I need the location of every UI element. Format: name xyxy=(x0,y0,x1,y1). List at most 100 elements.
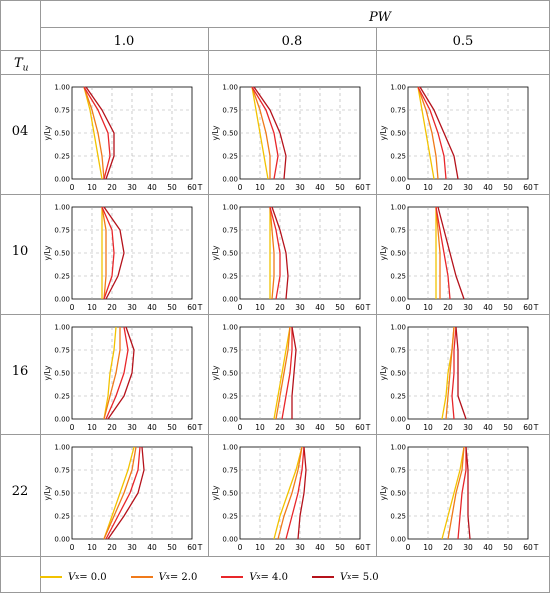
x-tick-label: 40 xyxy=(483,543,493,552)
tu-row-4: 22 xyxy=(11,484,29,499)
x-tick-label: 30 xyxy=(463,543,473,552)
x-tick-label: 20 xyxy=(107,423,117,432)
y-tick-label: 1.00 xyxy=(390,324,406,332)
x-tick-label: 20 xyxy=(443,183,453,192)
y-tick-label: 0.25 xyxy=(54,273,70,281)
series-line xyxy=(103,327,121,420)
x-tick-label: 20 xyxy=(443,303,453,312)
x-tick-label: 50 xyxy=(503,183,513,192)
series-line xyxy=(447,446,465,540)
y-tick-label: 1.00 xyxy=(222,324,238,332)
y-axis-label: y/Ly xyxy=(43,365,52,380)
x-tick-label: 20 xyxy=(107,303,117,312)
x-tick-label: 50 xyxy=(503,543,513,552)
y-tick-label: 0.25 xyxy=(222,513,238,521)
x-axis-label: T xyxy=(197,423,203,432)
x-tick-label: 50 xyxy=(167,543,177,552)
legend-value: = 5.0 xyxy=(351,571,379,583)
legend-var: V xyxy=(339,571,348,583)
y-tick-label: 0.75 xyxy=(390,107,406,115)
series-line xyxy=(273,446,303,540)
rule xyxy=(0,50,550,51)
y-tick-label: 0.50 xyxy=(390,490,406,498)
legend-sub: x xyxy=(75,573,80,581)
x-tick-label: 60 xyxy=(355,183,365,192)
y-tick-label: 0.75 xyxy=(222,467,238,475)
y-axis-label: y/Ly xyxy=(211,245,220,260)
series-line xyxy=(103,326,117,420)
x-tick-label: 20 xyxy=(275,543,285,552)
rule xyxy=(0,194,550,195)
series-line xyxy=(437,206,465,300)
x-tick-label: 50 xyxy=(503,423,513,432)
y-tick-label: 1.00 xyxy=(222,84,238,92)
x-tick-label: 0 xyxy=(406,543,411,552)
y-tick-label: 0.00 xyxy=(54,416,70,424)
legend-sub: x xyxy=(165,573,170,581)
series-line xyxy=(269,206,275,300)
x-tick-label: 10 xyxy=(87,183,97,192)
legend-swatch xyxy=(221,576,244,578)
x-axis-label: T xyxy=(533,303,539,312)
x-tick-label: 10 xyxy=(87,543,97,552)
x-tick-label: 0 xyxy=(406,303,411,312)
y-tick-label: 1.00 xyxy=(54,324,70,332)
series-line xyxy=(297,446,307,540)
x-tick-label: 60 xyxy=(355,423,365,432)
x-tick-label: 50 xyxy=(167,423,177,432)
y-tick-label: 0.75 xyxy=(390,227,406,235)
series-line xyxy=(103,206,125,300)
x-tick-label: 50 xyxy=(335,183,345,192)
y-axis-label: y/Ly xyxy=(379,365,388,380)
series-line xyxy=(83,86,111,180)
x-tick-label: 0 xyxy=(238,183,243,192)
x-tick-label: 0 xyxy=(406,183,411,192)
series-line xyxy=(83,86,105,180)
rule xyxy=(40,0,41,593)
series-line xyxy=(435,206,441,299)
x-axis-label: T xyxy=(197,183,203,192)
y-tick-label: 0.75 xyxy=(54,347,70,355)
x-tick-label: 60 xyxy=(187,543,197,552)
series-line xyxy=(251,86,271,179)
series-line xyxy=(441,446,465,540)
y-tick-label: 0.50 xyxy=(54,490,70,498)
tu-row-2: 10 xyxy=(11,244,29,259)
x-tick-label: 20 xyxy=(275,183,285,192)
y-tick-label: 0.25 xyxy=(222,393,238,401)
y-tick-label: 1.00 xyxy=(390,84,406,92)
legend-var: V xyxy=(68,571,76,583)
y-tick-label: 0.75 xyxy=(54,467,70,475)
x-tick-label: 40 xyxy=(483,183,493,192)
x-tick-label: 30 xyxy=(127,303,137,312)
series-line xyxy=(83,86,103,180)
x-tick-label: 30 xyxy=(463,423,473,432)
series-line xyxy=(291,326,297,419)
y-tick-label: 0.00 xyxy=(222,536,238,544)
rule xyxy=(40,27,550,28)
rule xyxy=(0,0,550,1)
x-tick-label: 60 xyxy=(187,423,197,432)
series-line xyxy=(465,446,471,540)
x-axis-label: T xyxy=(365,183,371,192)
x-axis-label: T xyxy=(533,543,539,552)
series-line xyxy=(451,326,457,420)
series-line xyxy=(103,446,137,540)
x-tick-label: 10 xyxy=(255,423,265,432)
x-axis-label: T xyxy=(533,183,539,192)
pw-col-1: 1.0 xyxy=(113,34,135,49)
y-tick-label: 1.00 xyxy=(54,84,70,92)
series-line xyxy=(417,86,439,180)
rule xyxy=(208,74,209,556)
rule xyxy=(376,74,377,556)
y-tick-label: 0.00 xyxy=(390,296,406,304)
x-tick-label: 10 xyxy=(255,183,265,192)
y-tick-label: 0.50 xyxy=(54,370,70,378)
x-tick-label: 40 xyxy=(315,423,325,432)
x-tick-label: 10 xyxy=(87,303,97,312)
y-tick-label: 0.00 xyxy=(54,296,70,304)
series-line xyxy=(105,326,129,420)
x-tick-label: 60 xyxy=(187,303,197,312)
y-tick-label: 0.00 xyxy=(390,536,406,544)
